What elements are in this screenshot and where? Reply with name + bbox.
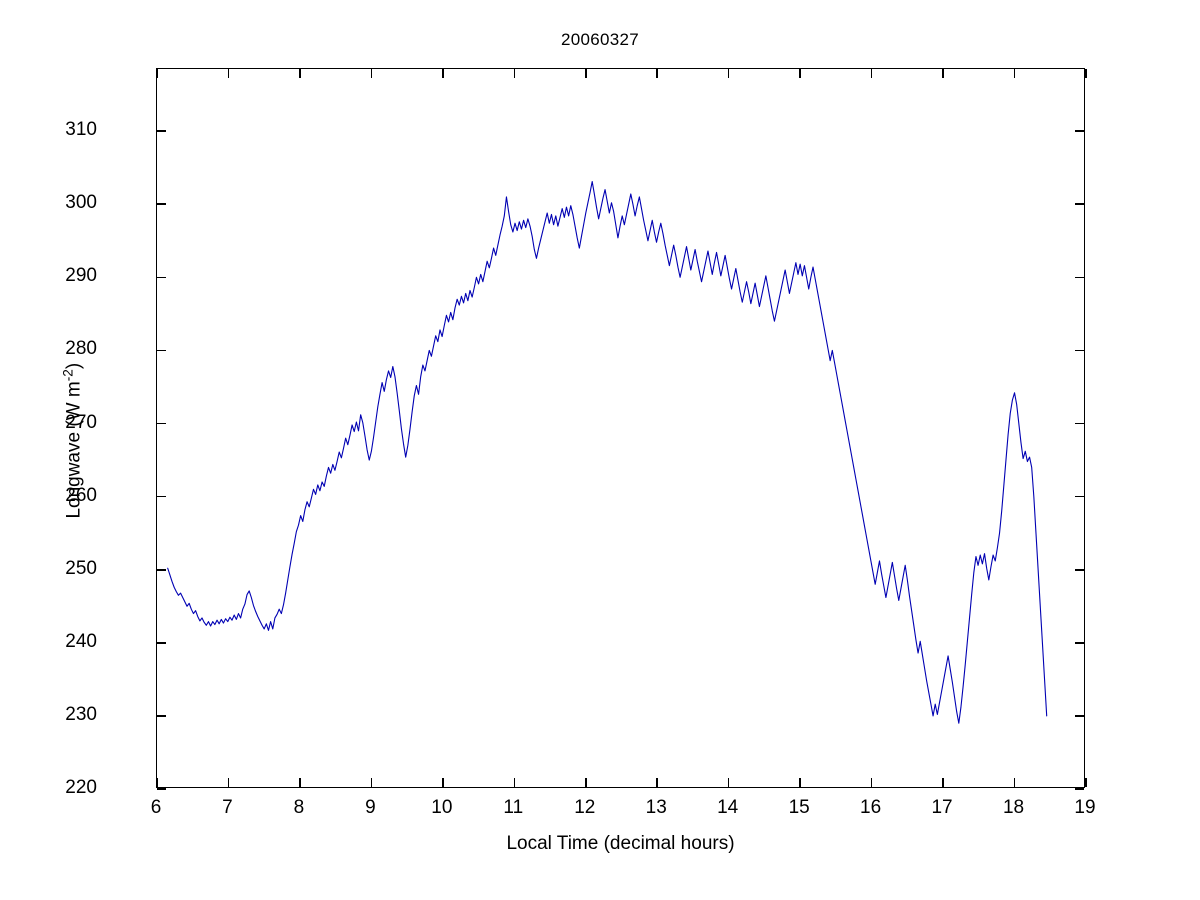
x-tick-mark bbox=[513, 778, 516, 787]
y-tick-mark bbox=[157, 203, 166, 206]
y-tick-mark bbox=[1075, 349, 1084, 352]
x-tick-mark bbox=[1085, 69, 1087, 78]
plot-axes-box bbox=[156, 68, 1087, 790]
x-tick-mark bbox=[656, 778, 659, 787]
x-tick-label: 14 bbox=[717, 797, 739, 818]
y-tick-label: 300 bbox=[65, 192, 97, 214]
y-tick-label: 270 bbox=[65, 411, 97, 433]
x-tick-mark bbox=[727, 69, 730, 78]
y-tick-mark bbox=[1075, 130, 1084, 132]
x-tick-label: 13 bbox=[645, 797, 667, 818]
y-axis-label-exponent: -2 bbox=[60, 369, 76, 382]
y-tick-mark bbox=[1075, 715, 1084, 717]
x-tick-mark bbox=[513, 69, 516, 78]
y-tick-mark bbox=[157, 568, 166, 571]
x-tick-label: 15 bbox=[788, 797, 810, 818]
y-tick-label: 240 bbox=[65, 630, 97, 652]
y-tick-mark bbox=[157, 495, 166, 498]
x-tick-mark bbox=[870, 778, 873, 787]
chart-title: 20060327 bbox=[560, 30, 640, 49]
x-tick-mark bbox=[442, 69, 444, 78]
x-tick-mark bbox=[584, 69, 587, 78]
longwave-data-line bbox=[167, 181, 1048, 724]
x-tick-label: 19 bbox=[1074, 797, 1096, 818]
x-tick-mark bbox=[870, 69, 873, 78]
x-tick-label: 11 bbox=[503, 797, 524, 818]
y-tick-label: 220 bbox=[65, 777, 97, 798]
x-tick-mark bbox=[299, 69, 301, 78]
y-tick-mark bbox=[157, 130, 166, 132]
x-tick-mark bbox=[1013, 778, 1016, 787]
x-tick-mark bbox=[1013, 69, 1016, 78]
x-tick-label: 18 bbox=[1002, 797, 1025, 818]
data-plot-svg bbox=[167, 181, 1048, 724]
y-tick-mark bbox=[157, 422, 166, 425]
x-tick-mark bbox=[584, 778, 587, 787]
x-tick-label: 8 bbox=[293, 797, 305, 818]
y-tick-mark bbox=[157, 788, 166, 790]
x-tick-mark bbox=[156, 69, 158, 78]
y-axis-label: Longwave (W m-2) bbox=[60, 362, 85, 519]
y-tick-label: 280 bbox=[65, 338, 97, 360]
x-tick-mark bbox=[656, 69, 659, 78]
x-tick-mark bbox=[370, 69, 373, 78]
x-tick-label: 10 bbox=[431, 797, 453, 818]
y-tick-mark bbox=[1075, 276, 1084, 279]
y-tick-mark bbox=[1075, 568, 1084, 571]
x-tick-mark bbox=[942, 778, 944, 787]
x-tick-mark bbox=[799, 778, 801, 787]
x-tick-mark bbox=[227, 778, 230, 787]
x-tick-mark bbox=[727, 778, 730, 787]
x-tick-mark bbox=[799, 69, 801, 78]
x-tick-mark bbox=[942, 69, 944, 78]
y-tick-mark bbox=[157, 642, 166, 644]
y-tick-label: 290 bbox=[65, 265, 97, 287]
x-tick-mark bbox=[370, 778, 373, 787]
x-tick-mark bbox=[227, 69, 230, 78]
y-tick-label: 310 bbox=[65, 119, 97, 141]
y-tick-mark bbox=[1075, 422, 1084, 425]
x-axis-label: Local Time (decimal hours) bbox=[506, 833, 735, 854]
y-tick-mark bbox=[1075, 788, 1084, 790]
x-tick-label: 17 bbox=[931, 797, 953, 818]
y-tick-mark bbox=[1075, 203, 1084, 206]
x-tick-label: 9 bbox=[365, 797, 376, 818]
y-tick-label: 250 bbox=[65, 557, 97, 579]
x-tick-label: 16 bbox=[860, 797, 882, 818]
x-tick-mark bbox=[1085, 778, 1087, 787]
x-tick-mark bbox=[156, 778, 158, 787]
y-tick-mark bbox=[1075, 642, 1084, 644]
y-tick-label: 230 bbox=[65, 703, 97, 725]
y-tick-mark bbox=[157, 276, 166, 279]
x-tick-label: 6 bbox=[150, 797, 162, 818]
x-tick-label: 12 bbox=[574, 797, 596, 818]
y-tick-mark bbox=[157, 715, 166, 717]
x-tick-label: 7 bbox=[222, 797, 233, 818]
x-tick-mark bbox=[442, 778, 444, 787]
y-tick-label: 260 bbox=[65, 484, 97, 506]
y-tick-mark bbox=[157, 349, 166, 352]
y-tick-mark bbox=[1075, 495, 1084, 498]
x-tick-mark bbox=[299, 778, 301, 787]
